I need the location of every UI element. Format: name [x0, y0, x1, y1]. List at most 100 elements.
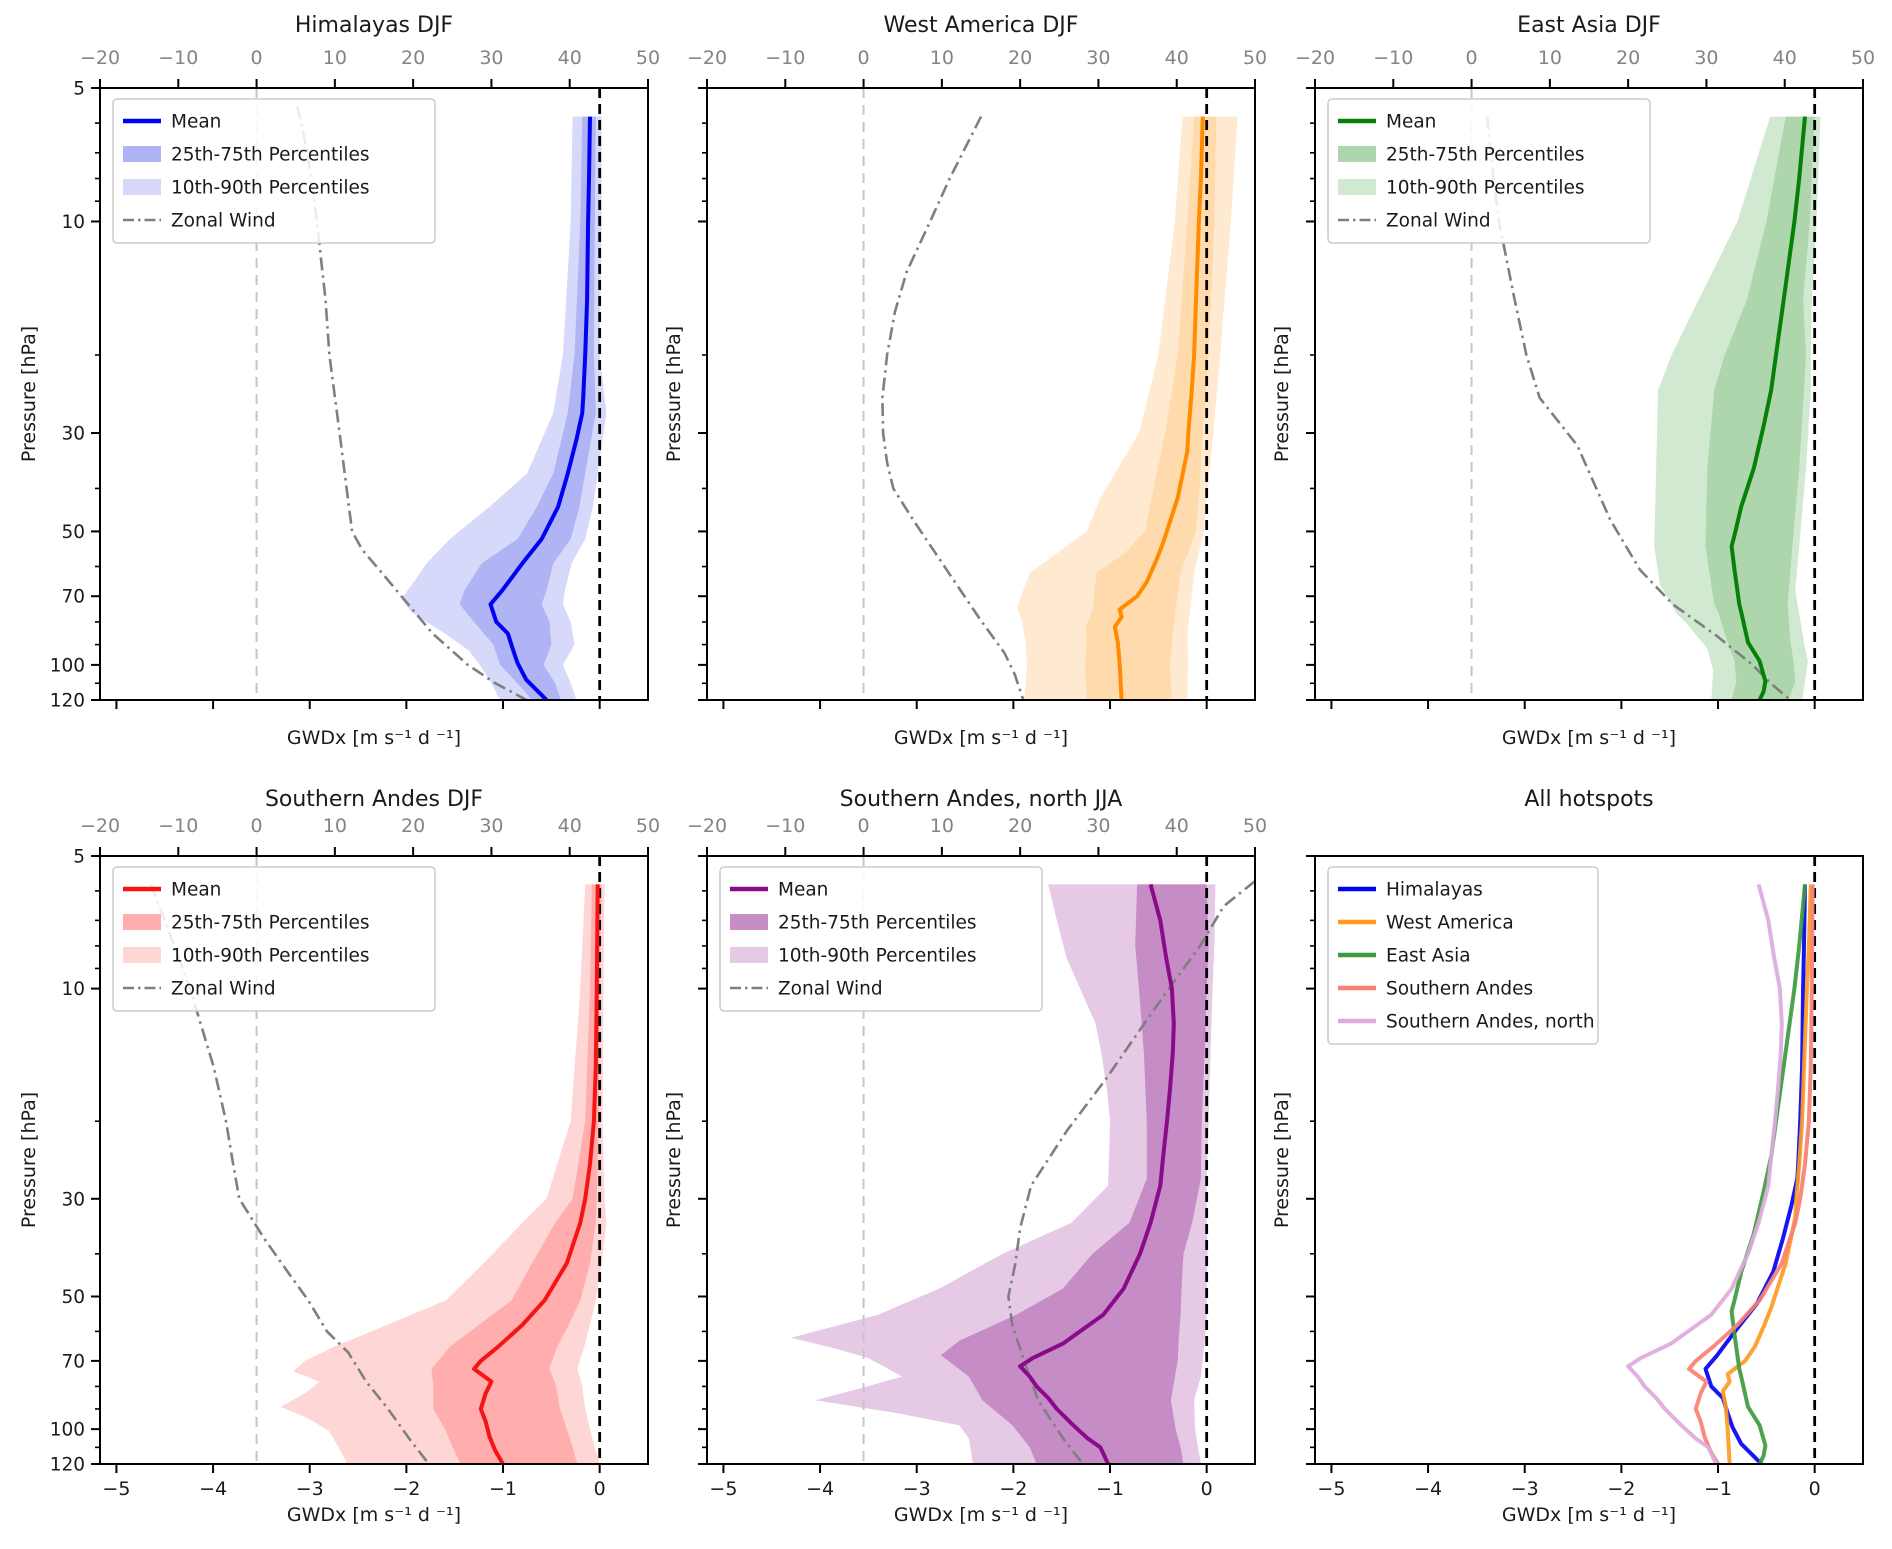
hotspot-line-0 [1703, 884, 1807, 1464]
legend-label: 25th-75th Percentiles [171, 913, 370, 934]
legend-label: 10th-90th Percentiles [171, 946, 370, 967]
panel-title: West America DJF [884, 13, 1079, 38]
y-axis-ticks: 5 10 30 50 70 100 120 [50, 79, 100, 712]
legend-label: Mean [1386, 112, 1436, 133]
legend-band-swatch [730, 947, 768, 963]
top-tick-label: 10 [930, 47, 954, 69]
top-tick-label: −20 [687, 47, 727, 69]
legend-box [719, 866, 1043, 1012]
axes-frame [99, 855, 649, 1465]
x-tick-label: −5 [709, 1478, 737, 1500]
y-axis-ticks [698, 87, 707, 701]
legend-label: Himalayas [1386, 880, 1483, 901]
legend: Mean 25th-75th Percentiles 10th-90th Perce… [719, 866, 1043, 1012]
legend-label: 10th-90th Percentiles [778, 946, 977, 967]
y-tick-label: 10 [61, 212, 85, 233]
y-tick-label: 30 [61, 1189, 85, 1210]
top-tick-label: 40 [558, 47, 582, 69]
legend-label: 25th-75th Percentiles [778, 913, 977, 934]
band-25-75 [940, 884, 1209, 1464]
legend-band-swatch [730, 914, 768, 930]
top-tick-label: 50 [1243, 815, 1267, 837]
top-tick-label: −20 [687, 815, 727, 837]
y-tick-label: 100 [50, 1420, 85, 1441]
axes-frame [1314, 87, 1864, 701]
top-tick-label: −10 [1373, 47, 1413, 69]
x-axis-label: GWDx [m s⁻¹ d ⁻¹] [287, 1504, 461, 1526]
top-axis-ticks: −20 −10 0 10 20 30 40 50 [80, 815, 660, 856]
legend-band-swatch [123, 947, 161, 963]
x-axis-label: GWDx [m s⁻¹ d ⁻¹] [1502, 727, 1676, 749]
x-axis-ticks [115, 700, 601, 709]
y-tick-label: 70 [61, 587, 85, 608]
top-tick-label: −10 [765, 47, 805, 69]
top-tick-label: 50 [1851, 47, 1875, 69]
legend-label: West America [1386, 913, 1514, 934]
top-axis-ticks: −20 −10 0 10 20 30 40 50 [1295, 47, 1875, 88]
x-tick-label: 0 [1201, 1478, 1213, 1500]
mean-line [1729, 116, 1807, 700]
x-tick-label: −1 [489, 1478, 517, 1500]
y-tick-label: 120 [50, 691, 85, 712]
x-tick-label: −1 [1096, 1478, 1124, 1500]
panel-southern-andes-north-jja: −5 −4 −3 −2 −1 0−20 −10 0 10 20 30 40 50Mean25th-75t… [663, 787, 1267, 1526]
top-tick-label: −10 [765, 815, 805, 837]
top-tick-label: 10 [1538, 47, 1562, 69]
y-axis-ticks [1306, 855, 1315, 1465]
x-tick-label: −2 [392, 1478, 420, 1500]
x-tick-label: −5 [102, 1478, 130, 1500]
panel-title: Southern Andes DJF [265, 787, 483, 812]
top-tick-label: −10 [158, 815, 198, 837]
curves [1626, 856, 1817, 1464]
x-tick-label: −4 [1414, 1478, 1442, 1500]
panel-title: All hotspots [1524, 787, 1653, 812]
legend-label: Southern Andes, north [1386, 1012, 1595, 1033]
x-tick-label: −2 [999, 1478, 1027, 1500]
x-axis-label: GWDx [m s⁻¹ d ⁻¹] [894, 727, 1068, 749]
x-tick-label: −3 [296, 1478, 324, 1500]
y-tick-label: 5 [73, 847, 85, 868]
legend-box [1327, 866, 1599, 1045]
x-axis-ticks [722, 700, 1208, 709]
plot-area: −5 −4 −3 −2 −1 0 Himalayas West America East Asi… [1306, 855, 1864, 1500]
legend-label: East Asia [1386, 946, 1471, 967]
curves [862, 88, 1238, 700]
panel-west-america-djf: −20 −10 0 10 20 30 40 50 West America DJF GWDx … [663, 13, 1267, 749]
legend-label: 25th-75th Percentiles [171, 145, 370, 166]
top-tick-label: 10 [323, 47, 347, 69]
panel-title: Southern Andes, north JJA [840, 787, 1123, 812]
top-tick-label: 20 [1008, 47, 1032, 69]
top-tick-label: 40 [558, 815, 582, 837]
panel-title: Himalayas DJF [295, 13, 453, 38]
mean-line [1018, 883, 1176, 1464]
panel-all-hotspots: −5 −4 −3 −2 −1 0 Himalayas West America East Asi… [1271, 787, 1864, 1526]
axes-frame [1314, 855, 1864, 1465]
x-axis-label: GWDx [m s⁻¹ d ⁻¹] [287, 727, 461, 749]
top-tick-label: 20 [401, 815, 425, 837]
y-tick-label: 5 [73, 79, 85, 100]
curves [791, 856, 1255, 1464]
y-tick-label: 50 [61, 522, 85, 543]
legend: Mean 25th-75th Percentiles 10th-90th Perce… [1327, 98, 1651, 244]
axes-frame [706, 87, 1256, 701]
top-tick-label: 10 [930, 815, 954, 837]
top-tick-label: 30 [479, 47, 503, 69]
x-axis-ticks [1330, 700, 1816, 709]
top-axis-ticks: −20 −10 0 10 20 30 40 50 [687, 47, 1267, 88]
x-tick-label: 0 [1809, 1478, 1821, 1500]
legend-label: Zonal Wind [1386, 211, 1491, 232]
band-25-75 [459, 116, 596, 700]
y-axis-label: Pressure [hPa] [1271, 326, 1293, 462]
legend-box [112, 98, 436, 244]
top-tick-label: 50 [636, 815, 660, 837]
x-tick-label: −1 [1704, 1478, 1732, 1500]
mean-line [488, 116, 592, 700]
x-axis-label: GWDx [m s⁻¹ d ⁻¹] [1502, 1504, 1676, 1526]
top-tick-label: −10 [158, 47, 198, 69]
top-axis-ticks: −20 −10 0 10 20 30 40 50 [80, 47, 660, 88]
top-tick-label: 40 [1165, 47, 1189, 69]
y-axis-label: Pressure [hPa] [18, 326, 40, 462]
